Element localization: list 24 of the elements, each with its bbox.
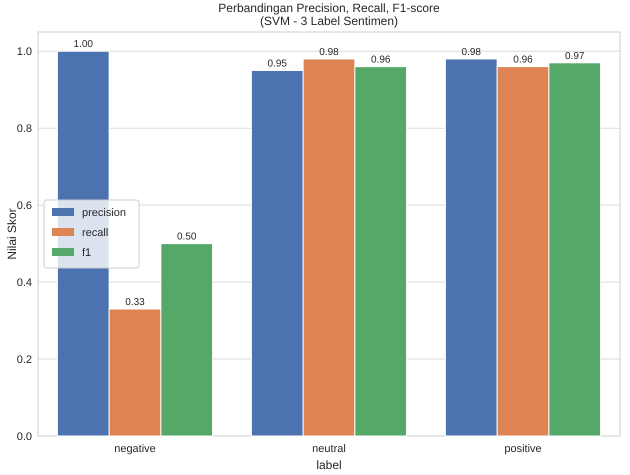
x-axis-title: label bbox=[316, 458, 342, 472]
chart-title: Perbandingan Precision, Recall, F1-score (SVM - 3 Label Sentimen) bbox=[218, 1, 440, 28]
legend-label: f1 bbox=[82, 246, 92, 259]
x-tick-label: negative bbox=[114, 443, 156, 455]
y-tick-label: 0.4 bbox=[16, 276, 32, 289]
data-label: 0.96 bbox=[513, 54, 534, 66]
data-label: 0.97 bbox=[565, 50, 585, 62]
y-tick-label: 1.0 bbox=[16, 46, 32, 58]
x-tick-label: neutral bbox=[312, 443, 346, 455]
data-label: 1.00 bbox=[74, 39, 94, 50]
y-tick-label: 0.6 bbox=[16, 200, 32, 212]
data-label: 0.98 bbox=[462, 46, 482, 58]
data-label: 0.33 bbox=[125, 297, 146, 308]
legend-label: precision bbox=[82, 206, 126, 219]
data-label: 0.50 bbox=[177, 232, 197, 243]
y-tick-label: 0.2 bbox=[16, 354, 32, 366]
y-tick-label: 0.8 bbox=[16, 123, 32, 136]
data-label: 0.96 bbox=[371, 54, 391, 66]
y-axis-title: Nilai Skor bbox=[5, 208, 19, 260]
legend-label: recall bbox=[82, 226, 108, 239]
x-tick-label: positive bbox=[504, 443, 542, 455]
y-tick-label: 0.0 bbox=[16, 430, 32, 443]
data-label: 0.98 bbox=[319, 46, 340, 58]
data-label: 0.95 bbox=[268, 58, 288, 70]
